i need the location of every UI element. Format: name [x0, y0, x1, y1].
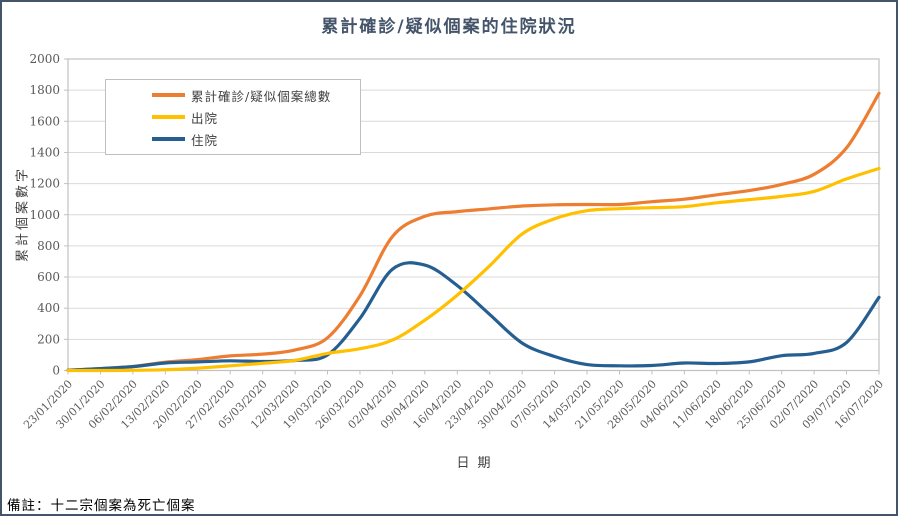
y-tick-label: 1600	[29, 114, 60, 128]
y-tick-label: 1400	[29, 145, 60, 159]
y-tick-label: 200	[37, 332, 60, 346]
y-tick-label: 1800	[29, 83, 60, 97]
legend-item-hospitalized: 住院	[106, 130, 360, 149]
y-axis-title: 累計個案數字	[15, 165, 31, 263]
y-tick-label: 1200	[29, 177, 60, 191]
legend-label-discharged: 出院	[191, 110, 219, 126]
legend: 累計確診/疑似個案總數 出院 住院	[105, 79, 361, 155]
y-tick-label: 1000	[29, 208, 60, 222]
chart-title: 累計確診/疑似個案的住院狀況	[321, 17, 577, 37]
y-tick-label: 2000	[29, 52, 60, 66]
legend-label-hospitalized: 住院	[191, 132, 219, 148]
series-line-discharged	[66, 166, 881, 373]
y-tick-label: 600	[37, 270, 60, 284]
y-tick-label: 0	[52, 364, 60, 378]
line-chart-plot: 020040060080010001200140016001800200023/…	[21, 52, 886, 431]
series-line-hospitalized	[66, 261, 881, 372]
legend-swatch-total	[152, 93, 185, 97]
legend-item-total: 累計確診/疑似個案總數	[106, 86, 360, 105]
legend-label-total: 累計確診/疑似個案總數	[191, 88, 332, 104]
y-tick-label: 400	[37, 301, 60, 315]
series-line-total	[66, 91, 881, 372]
legend-swatch-hospitalized	[152, 137, 185, 141]
legend-swatch-discharged	[152, 115, 185, 119]
footnote: 備註：十二宗個案為死亡個案	[7, 498, 196, 514]
legend-item-discharged: 出院	[106, 108, 360, 127]
y-tick-label: 800	[37, 239, 60, 253]
x-axis-title: 日期	[456, 456, 499, 471]
